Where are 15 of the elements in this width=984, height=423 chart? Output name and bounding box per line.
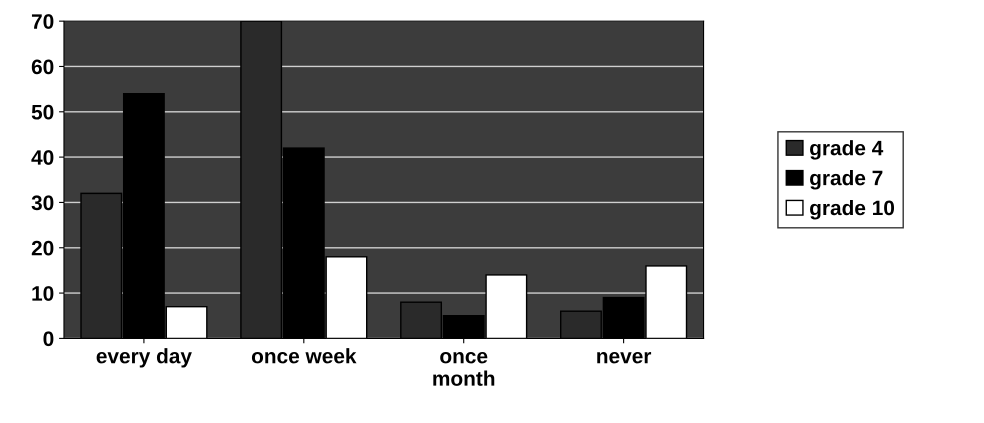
x-tick-label: every day — [96, 348, 192, 368]
y-tick-label: 0 — [43, 331, 54, 346]
legend-label: grade 4 — [810, 140, 884, 160]
y-tick-label: 40 — [31, 150, 54, 165]
legend-label: grade 7 — [810, 170, 882, 190]
y-tick-label: 50 — [32, 104, 54, 120]
x-tick-label: once month — [433, 352, 494, 386]
y-tick-label: 70 — [32, 14, 54, 29]
y-tick-label: 60 — [32, 59, 54, 74]
legend-label: grade 10 — [810, 200, 894, 220]
y-tick-label: 30 — [32, 195, 54, 210]
x-tick-label: once week — [252, 348, 357, 364]
y-tick-label: 20 — [32, 240, 54, 256]
x-tick-label: never — [597, 352, 652, 364]
y-tick-label: 10 — [32, 286, 54, 301]
